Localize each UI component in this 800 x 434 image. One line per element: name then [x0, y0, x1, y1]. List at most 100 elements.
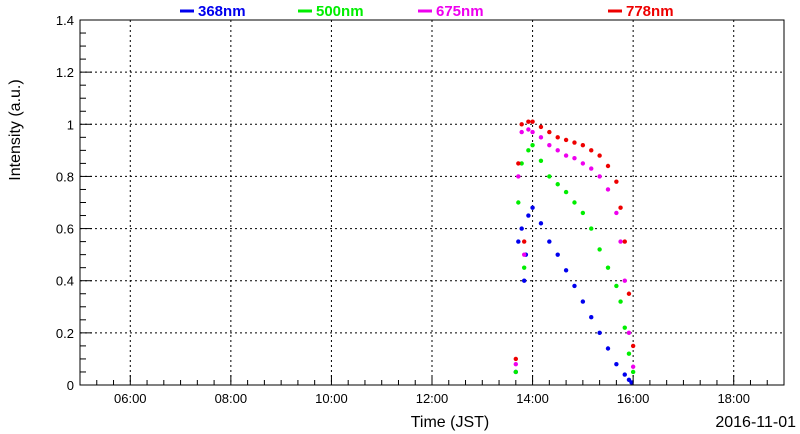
data-point — [526, 148, 531, 153]
data-point — [555, 252, 560, 257]
data-point — [563, 153, 569, 158]
data-point — [630, 343, 636, 349]
data-point — [626, 351, 632, 356]
date-label: 2016-11-01 — [715, 414, 796, 431]
data-point — [629, 380, 634, 385]
data-point — [605, 187, 611, 192]
y-tick-label: 1.2 — [56, 65, 74, 80]
data-point — [516, 161, 521, 166]
series-500nm — [513, 142, 636, 375]
data-point — [580, 142, 586, 148]
legend-label: 500nm — [316, 3, 364, 20]
data-point — [521, 252, 527, 257]
data-point — [530, 119, 535, 124]
data-point — [572, 155, 577, 161]
data-point — [622, 239, 627, 244]
data-point — [622, 278, 627, 283]
x-tick-label: 06:00 — [114, 391, 147, 406]
data-point — [605, 163, 611, 169]
data-point — [530, 129, 535, 135]
data-point — [614, 210, 619, 216]
data-point — [622, 325, 627, 330]
data-point — [521, 239, 527, 244]
data-point — [630, 369, 636, 375]
y-tick-label: 0.8 — [56, 169, 74, 184]
data-point — [526, 127, 531, 132]
data-point — [572, 140, 577, 145]
data-point — [563, 268, 569, 273]
data-point — [538, 124, 544, 130]
x-tick-label: 10:00 — [315, 391, 348, 406]
data-point — [589, 166, 594, 171]
grid — [80, 20, 784, 385]
data-point — [526, 119, 531, 124]
y-tick-label: 0 — [67, 378, 74, 393]
data-point — [526, 213, 531, 218]
data-point — [538, 135, 544, 140]
data-point — [589, 148, 594, 153]
data-point — [618, 205, 623, 210]
x-axis-title: Time (JST) — [411, 414, 490, 431]
data-point — [597, 153, 602, 158]
data-point — [597, 174, 602, 179]
data-point — [614, 179, 619, 184]
data-point — [555, 182, 560, 187]
data-point — [618, 299, 623, 304]
axis-ticks: 06:00 08:00 10:00 12:00 14:00 16:00 18:00 0 0.2 0… — [56, 13, 785, 406]
y-tick-label: 0.4 — [56, 274, 74, 289]
y-tick-label: 1.4 — [56, 13, 74, 28]
series-368nm — [513, 205, 634, 385]
data-point — [555, 148, 560, 153]
legend-label: 778nm — [626, 3, 674, 20]
data-point — [519, 161, 524, 166]
y-tick-label: 1 — [67, 117, 74, 132]
data-point — [614, 283, 619, 289]
data-point — [530, 205, 535, 210]
data-points — [513, 119, 636, 385]
data-point — [622, 372, 627, 377]
data-point — [516, 200, 521, 205]
data-point — [516, 174, 521, 179]
data-point — [597, 247, 602, 252]
data-point — [580, 161, 586, 166]
y-tick-label: 0.6 — [56, 222, 74, 237]
data-point — [513, 361, 519, 367]
data-point — [538, 158, 544, 163]
data-point — [563, 137, 569, 143]
data-point — [580, 299, 586, 304]
data-point — [618, 239, 623, 244]
data-point — [519, 129, 524, 135]
data-point — [513, 369, 519, 375]
data-point — [547, 174, 552, 179]
data-point — [605, 346, 611, 351]
data-point — [513, 356, 519, 362]
data-point — [589, 315, 594, 320]
series-778nm — [513, 119, 636, 362]
data-point — [547, 239, 552, 244]
data-point — [519, 122, 524, 127]
y-tick-label: 0.2 — [56, 326, 74, 341]
x-tick-label: 16:00 — [617, 391, 650, 406]
data-point — [626, 291, 632, 296]
data-point — [538, 221, 544, 226]
data-point — [614, 361, 619, 367]
data-point — [572, 200, 577, 205]
data-point — [589, 226, 594, 231]
data-point — [563, 189, 569, 195]
y-axis-title: Intensity (a.u.) — [7, 79, 24, 180]
data-point — [521, 278, 527, 283]
x-tick-label: 14:00 — [516, 391, 549, 406]
legend: 368nm 500nm 675nm 778nm — [180, 3, 674, 20]
data-point — [519, 226, 524, 231]
data-point — [516, 239, 521, 244]
data-point — [547, 129, 552, 135]
legend-label: 675nm — [436, 3, 484, 20]
data-point — [555, 135, 560, 140]
x-tick-label: 08:00 — [215, 391, 248, 406]
legend-label: 368nm — [198, 3, 246, 20]
x-tick-label: 18:00 — [717, 391, 750, 406]
x-tick-label: 12:00 — [416, 391, 449, 406]
data-point — [605, 265, 611, 270]
data-point — [580, 210, 586, 216]
